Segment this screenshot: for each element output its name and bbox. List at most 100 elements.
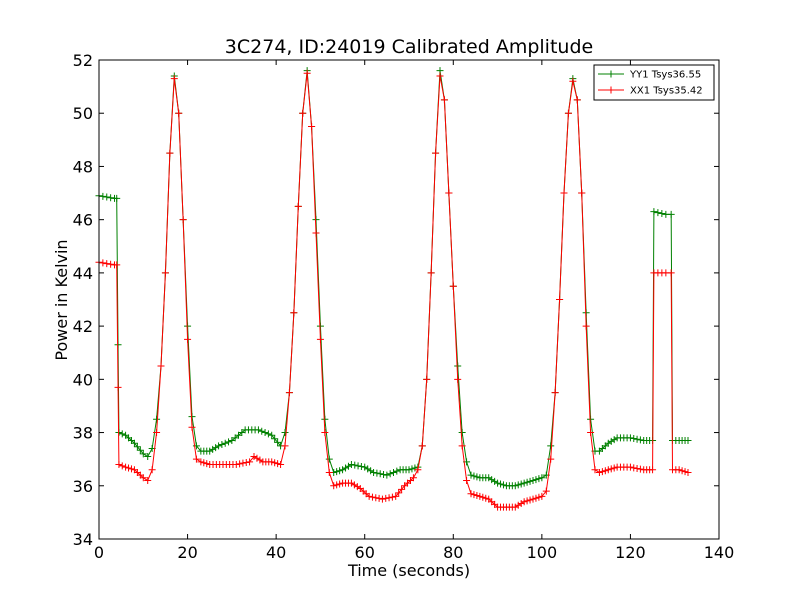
data-point	[529, 495, 537, 503]
data-point	[390, 468, 397, 476]
y-tick-label: 36	[73, 477, 93, 496]
data-point	[316, 335, 324, 343]
data-point	[336, 480, 344, 488]
data-point	[271, 435, 279, 443]
data-point	[303, 69, 311, 77]
data-point	[511, 482, 519, 490]
data-point	[658, 209, 666, 217]
data-point	[364, 465, 372, 473]
y-tick-label: 46	[73, 211, 93, 230]
data-point	[281, 442, 289, 450]
data-point	[333, 481, 341, 489]
data-point	[382, 494, 390, 502]
y-tick-label: 50	[73, 104, 93, 123]
data-point	[264, 430, 272, 438]
x-axis-label: Time (seconds)	[347, 561, 470, 580]
data-point	[556, 296, 564, 303]
data-point	[373, 469, 381, 477]
data-point	[532, 494, 540, 502]
data-point	[347, 460, 355, 468]
data-point	[667, 210, 675, 218]
data-point	[667, 269, 675, 277]
data-point	[547, 442, 555, 450]
data-point	[239, 459, 247, 467]
data-point	[454, 362, 462, 370]
data-point	[372, 494, 380, 502]
data-point	[535, 493, 543, 501]
data-point	[526, 477, 534, 485]
data-point	[139, 474, 147, 482]
data-point	[482, 494, 490, 502]
data-point	[354, 462, 362, 470]
data-point	[538, 474, 546, 482]
data-point	[184, 335, 192, 343]
data-point	[497, 480, 505, 488]
y-axis-label: Power in Kelvin	[52, 239, 71, 360]
data-point	[325, 455, 333, 463]
data-point	[547, 455, 555, 463]
data-point	[610, 436, 618, 444]
x-tick-label: 20	[177, 543, 197, 562]
data-point	[370, 468, 378, 476]
plot-area	[95, 67, 692, 511]
data-point	[114, 383, 122, 391]
y-tick-label: 40	[73, 370, 93, 389]
data-point	[103, 260, 111, 268]
legend-label: XX1 Tsys35.42	[630, 86, 703, 97]
data-point	[368, 493, 376, 501]
data-point	[206, 447, 214, 455]
data-point	[133, 443, 141, 451]
data-point	[103, 193, 111, 201]
data-point	[268, 431, 276, 439]
data-point	[221, 439, 229, 447]
data-point	[436, 72, 444, 80]
data-point	[325, 468, 333, 476]
data-point	[408, 465, 416, 473]
data-point	[607, 437, 615, 445]
data-point	[418, 442, 426, 450]
x-tick-label: 120	[615, 543, 646, 562]
data-point	[347, 479, 355, 487]
legend-box	[593, 64, 715, 101]
data-point	[127, 465, 135, 473]
legend-marker	[607, 86, 615, 94]
data-point	[218, 441, 226, 449]
data-point	[330, 482, 338, 490]
legend-marker	[607, 70, 615, 78]
y-tick-label: 44	[73, 264, 93, 283]
data-point	[232, 460, 240, 468]
data-point	[294, 202, 302, 210]
data-point	[458, 442, 466, 450]
data-point	[633, 464, 641, 472]
x-tick-label: 40	[266, 543, 286, 562]
data-point	[386, 470, 394, 478]
data-point	[499, 481, 507, 489]
data-point	[523, 497, 531, 505]
data-point	[258, 427, 266, 435]
data-point	[607, 465, 615, 473]
data-point	[526, 496, 534, 504]
data-point	[427, 269, 435, 277]
data-point	[179, 216, 187, 224]
data-point	[115, 460, 123, 468]
data-point	[192, 455, 200, 463]
data-point	[560, 189, 568, 197]
data-point	[684, 437, 692, 445]
data-point	[517, 500, 525, 508]
data-point	[636, 465, 644, 473]
legend-label: YY1 Tsys36.55	[629, 70, 701, 81]
data-point	[274, 438, 282, 446]
data-point	[246, 458, 254, 466]
data-point	[236, 460, 244, 468]
data-point	[633, 435, 641, 443]
data-point	[467, 471, 475, 479]
data-point	[344, 462, 352, 470]
data-point	[299, 109, 307, 117]
x-tick-label: 60	[355, 543, 375, 562]
data-point	[130, 439, 138, 447]
data-point	[511, 503, 519, 511]
data-point	[113, 261, 121, 269]
data-point	[405, 466, 413, 474]
data-point	[321, 429, 329, 437]
data-point	[630, 464, 638, 472]
